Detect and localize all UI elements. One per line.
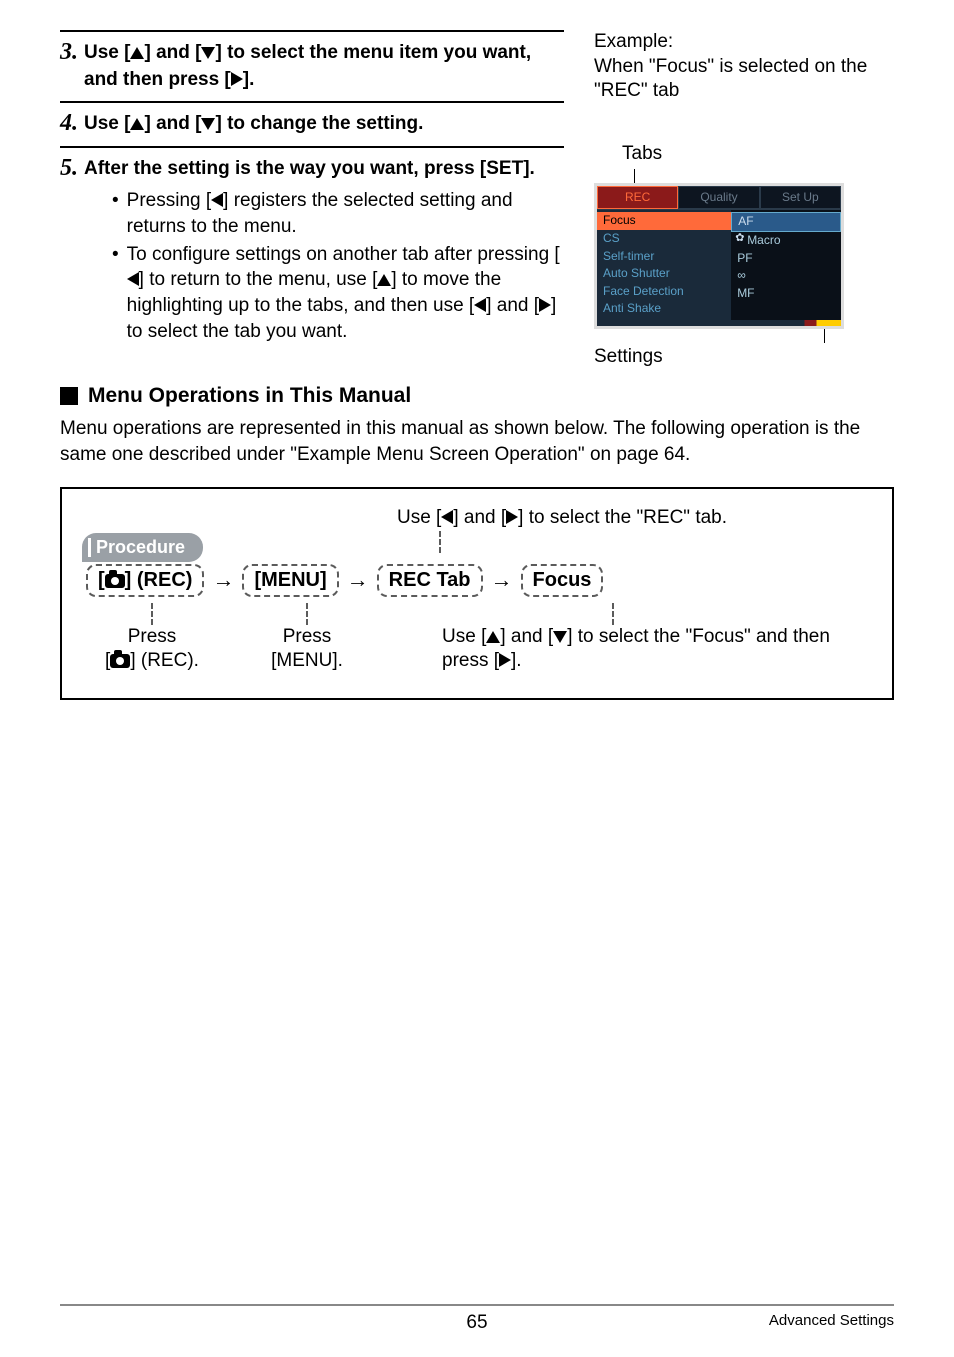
step5-text: After the setting is the way you want, p…	[84, 158, 535, 179]
left-icon	[474, 298, 486, 312]
t: ] and [	[486, 295, 539, 316]
arrow-icon: →	[212, 567, 234, 593]
chain-menu: [MENU]	[242, 564, 338, 597]
connector	[306, 603, 308, 625]
page-number: 65	[466, 1312, 487, 1334]
t: Use [	[397, 507, 441, 528]
bullet-dot: •	[112, 242, 119, 345]
footer-section: Advanced Settings	[769, 1312, 894, 1329]
t: Use [	[442, 626, 486, 647]
example-label: Example:	[594, 30, 894, 55]
section-body: Menu operations are represented in this …	[60, 416, 894, 469]
cam-item: Focus	[597, 212, 731, 230]
t: ].	[511, 650, 522, 671]
cam-ritem: PF	[731, 250, 841, 268]
up-icon	[377, 274, 391, 286]
cam-bottom-bar	[597, 320, 841, 326]
cam-item: Auto Shutter	[597, 265, 731, 283]
col1-line1: Press	[82, 625, 222, 650]
arrow-icon: →	[491, 567, 513, 593]
proc-top-label: Use [ ] and [ ] to select the "REC" tab.	[252, 507, 872, 529]
t: ] and [	[453, 507, 506, 528]
bullet-item: • Pressing [] registers the selected set…	[112, 188, 564, 239]
right-icon	[231, 72, 243, 86]
t: ] to select the "REC" tab.	[518, 507, 727, 528]
chain-focus: Focus	[521, 564, 604, 597]
cam-ritem: AF	[731, 212, 841, 232]
cam-tab-rec: REC	[597, 186, 678, 210]
t: ] (REC).	[130, 650, 199, 671]
step5-num: 5.	[60, 156, 78, 180]
t: [	[98, 569, 105, 591]
example-desc: When "Focus" is selected on the "REC" ta…	[594, 55, 894, 104]
t: Macro	[747, 233, 780, 247]
right-icon	[539, 298, 551, 312]
down-icon	[201, 118, 215, 130]
step4-text: Use [ ] and [ ] to change the setting.	[84, 113, 423, 134]
t: ] and [	[144, 42, 201, 63]
col2-line2: [MENU].	[222, 649, 392, 674]
connector	[439, 531, 441, 553]
down-icon	[201, 47, 215, 59]
step3-text: Use [] and [] to select the menu item yo…	[84, 42, 531, 90]
cam-ritem: MF	[731, 285, 841, 303]
right-icon	[499, 653, 511, 667]
procedure-box: Use [ ] and [ ] to select the "REC" tab. P…	[60, 487, 894, 700]
tick	[634, 169, 894, 183]
procedure-badge: Procedure	[82, 533, 203, 562]
settings-label: Settings	[594, 345, 894, 370]
cam-item: Face Detection	[597, 283, 731, 301]
step4-num: 4.	[60, 111, 78, 135]
up-icon	[130, 118, 144, 130]
t: ] and [	[500, 626, 553, 647]
t: To configure settings on another tab aft…	[127, 244, 560, 265]
chain-rectab: REC Tab	[377, 564, 483, 597]
section-title: Menu Operations in This Manual	[88, 384, 411, 408]
square-icon	[60, 387, 78, 405]
bullet-item: • To configure settings on another tab a…	[112, 242, 564, 345]
connector	[151, 603, 153, 625]
camera-screenshot: REC Quality Set Up Focus CS Self-timer A…	[594, 183, 844, 329]
cam-item: CS	[597, 230, 731, 248]
left-icon	[211, 193, 223, 207]
tick	[824, 329, 894, 343]
footer: 65 Advanced Settings	[60, 1304, 894, 1329]
cam-tab-setup: Set Up	[760, 186, 841, 210]
cam-ritem: Macro	[731, 232, 841, 250]
t: ] to return to the menu, use [	[139, 269, 378, 290]
bullet-dot: •	[112, 188, 119, 239]
t: ] and [	[144, 113, 201, 134]
chain-rec: [ ] (REC)	[86, 564, 204, 597]
up-icon	[486, 631, 500, 643]
up-icon	[130, 47, 144, 59]
cam-item: Self-timer	[597, 248, 731, 266]
left-icon	[127, 272, 139, 286]
down-icon	[553, 631, 567, 643]
t: Use [	[84, 42, 130, 63]
cam-ritem: ∞	[731, 267, 841, 285]
col2-line1: Press	[222, 625, 392, 650]
col3-text: Use [] and [] to select the "Focus" and …	[442, 625, 872, 674]
col1-line2: [] (REC).	[82, 649, 222, 674]
t: Pressing [	[127, 190, 211, 211]
step3-num: 3.	[60, 40, 78, 64]
flower-icon	[737, 234, 747, 244]
left-icon	[441, 510, 453, 524]
t: Use [	[84, 113, 130, 134]
t: ] to change the setting.	[215, 113, 423, 134]
arrow-icon: →	[347, 567, 369, 593]
cam-item: Anti Shake	[597, 300, 731, 318]
tabs-label: Tabs	[622, 142, 894, 167]
t: ].	[243, 69, 255, 90]
t: ] (REC)	[125, 569, 193, 591]
cam-tab-quality: Quality	[678, 186, 759, 210]
camera-icon	[110, 654, 130, 668]
connector	[612, 603, 614, 625]
right-icon	[506, 510, 518, 524]
camera-icon	[105, 574, 125, 588]
